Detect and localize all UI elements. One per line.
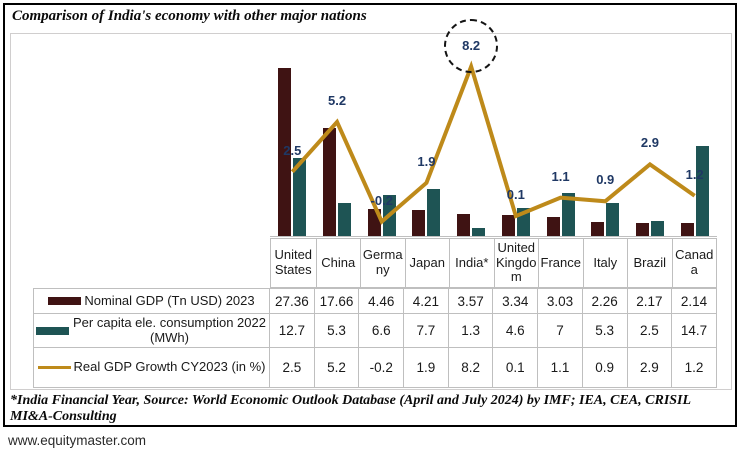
electricity-consumption-bar — [293, 158, 307, 236]
x-axis-line — [270, 236, 717, 237]
gdp-growth-data-label: 0.9 — [596, 172, 615, 188]
value-cell: 0.9 — [581, 348, 627, 387]
value-cell: 1.9 — [403, 348, 448, 387]
gdp-growth-data-label: 2.9 — [640, 135, 659, 151]
electricity-consumption-bar — [516, 207, 530, 236]
nominal-gdp-bar — [367, 208, 381, 236]
country-header-cell: Japan — [404, 239, 450, 287]
value-cell: 2.14 — [671, 289, 716, 313]
nominal-gdp-bar — [501, 215, 515, 236]
nominal-gdp-bar — [546, 217, 560, 236]
gdp-growth-data-label: 0.1 — [506, 187, 525, 203]
nominal-gdp-bar — [680, 222, 694, 236]
nominal-gdp-bar — [591, 222, 605, 236]
value-cell: 0.1 — [492, 348, 537, 387]
country-header-cell: Canada — [671, 239, 717, 287]
table-row: Per capita ele. consumption 2022 (MWh) 12… — [34, 313, 716, 347]
india-highlight-dashed-circle — [444, 18, 499, 73]
nominal-gdp-bar — [323, 127, 337, 236]
legend-bar-swatch-icon — [36, 326, 69, 335]
value-cell: 5.2 — [313, 348, 359, 387]
value-cell: 5.3 — [313, 314, 359, 347]
value-cell: 3.03 — [537, 289, 582, 313]
nominal-gdp-bar — [635, 222, 649, 236]
value-cell: 4.46 — [358, 289, 403, 313]
value-cell: 6.6 — [358, 314, 403, 347]
legend-cell: Real GDP Growth CY2023 (in %) — [34, 348, 269, 387]
nominal-gdp-bar — [457, 214, 471, 236]
electricity-consumption-bar — [650, 220, 664, 236]
value-cell: 2.17 — [626, 289, 672, 313]
electricity-consumption-bar — [606, 203, 620, 236]
value-cell: 1.3 — [447, 314, 493, 347]
gdp-growth-data-label: 1.9 — [417, 153, 436, 169]
value-cell: 2.9 — [626, 348, 672, 387]
value-cell: 3.57 — [447, 289, 493, 313]
country-header-cell: Italy — [582, 239, 628, 287]
gdp-growth-data-label: 2.5 — [283, 142, 302, 158]
table-row: Nominal GDP (Tn USD) 2023 27.36 17.66 4.46 4… — [34, 289, 716, 313]
gdp-growth-data-label: 5.2 — [328, 92, 347, 108]
value-cell: 14.7 — [671, 314, 716, 347]
value-cell: 1.1 — [537, 348, 582, 387]
legend-series-label: Per capita ele. consumption 2022 (MWh) — [73, 314, 266, 345]
value-cell: 5.3 — [581, 314, 627, 347]
electricity-consumption-bar — [472, 228, 486, 236]
country-header-cell: United Kingdom — [493, 239, 539, 287]
electricity-consumption-bar — [561, 193, 575, 236]
country-header-cell: Brazil — [627, 239, 672, 287]
table-row: Real GDP Growth CY2023 (in %) 2.5 5.2 -0.2 1… — [34, 347, 716, 387]
legend-line-swatch-icon — [37, 366, 71, 369]
country-header-cell: Germany — [360, 239, 405, 287]
value-cell: 7 — [537, 314, 582, 347]
value-cell: 27.36 — [269, 289, 314, 313]
country-header-cell: France — [538, 239, 583, 287]
value-cell: 8.2 — [447, 348, 493, 387]
value-cell: 2.5 — [626, 314, 672, 347]
value-cell: 2.26 — [581, 289, 627, 313]
legend-cell: Per capita ele. consumption 2022 (MWh) — [34, 314, 269, 347]
country-header-cell: China — [315, 239, 361, 287]
value-cell: 4.21 — [403, 289, 448, 313]
gdp-growth-data-label: 1.1 — [551, 168, 570, 184]
value-cell: 3.34 — [492, 289, 537, 313]
value-cell: -0.2 — [358, 348, 403, 387]
nominal-gdp-bar — [278, 68, 292, 236]
value-cell: 4.6 — [492, 314, 537, 347]
value-cell: 1.2 — [671, 348, 716, 387]
electricity-consumption-bar — [427, 188, 441, 236]
value-cell: 2.5 — [269, 348, 314, 387]
chart-data-table: Nominal GDP (Tn USD) 2023 27.36 17.66 4.46 4… — [33, 288, 717, 388]
legend-bar-swatch-icon — [48, 297, 82, 305]
value-cell: 12.7 — [269, 314, 314, 347]
electricity-consumption-bar — [338, 203, 352, 236]
legend-cell: Nominal GDP (Tn USD) 2023 — [34, 289, 269, 313]
value-cell: 7.7 — [403, 314, 448, 347]
gdp-growth-data-label: 1.2 — [685, 166, 704, 182]
nominal-gdp-bar — [412, 210, 426, 236]
legend-series-label: Real GDP Growth CY2023 (in %) — [73, 359, 266, 375]
gdp-growth-data-label: -0.2 — [370, 192, 393, 208]
chart-title: Comparison of India's economy with other… — [12, 8, 367, 24]
category-axis-table-header: United States China Germany Japan India* Unit… — [270, 238, 717, 288]
country-header-cell: United States — [274, 247, 313, 277]
country-header-cell: India* — [449, 239, 494, 287]
legend-series-label: Nominal GDP (Tn USD) 2023 — [84, 292, 255, 308]
electricity-consumption-bar — [695, 145, 709, 236]
website-url: www.equitymaster.com — [8, 433, 147, 448]
source-footnote: *India Financial Year, Source: World Eco… — [10, 393, 691, 425]
value-cell: 17.66 — [313, 289, 359, 313]
